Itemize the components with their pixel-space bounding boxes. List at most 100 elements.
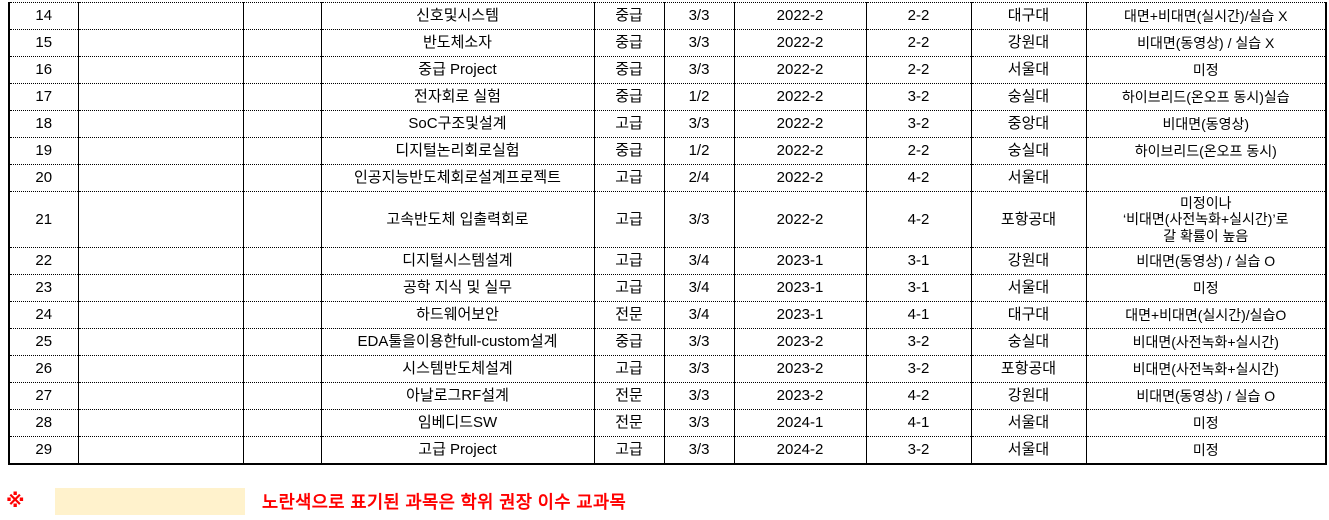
credits-cell: 3/3 xyxy=(663,328,735,356)
semester-cell: 2022-2 xyxy=(733,2,867,30)
grade-semester-cell: 3-2 xyxy=(865,355,972,383)
table-row: 17 전자회로 실험 중급 1/2 2022-2 3-2 숭실대 하이브리드(온오프 동시)실… xyxy=(8,83,1327,111)
semester-cell: 2022-2 xyxy=(733,110,867,138)
blank-cell xyxy=(242,301,322,329)
table-row: 26 시스템반도체설계 고급 3/3 2023-2 3-2 포항공대 비대면(사전녹화+실시간… xyxy=(8,355,1327,383)
blank-cell xyxy=(242,274,322,302)
grade-semester-cell: 4-2 xyxy=(865,191,972,248)
blank-cell xyxy=(242,247,322,275)
row-number-cell: 23 xyxy=(8,274,79,302)
university-cell: 대구대 xyxy=(970,301,1087,329)
format-cell: 대면+비대면(실시간)/실습 X xyxy=(1085,2,1327,30)
course-name-cell: 시스템반도체설계 xyxy=(320,355,595,383)
level-cell: 고급 xyxy=(593,436,665,464)
course-name-cell: 신호및시스템 xyxy=(320,2,595,30)
course-table-body: 14 신호및시스템 중급 3/3 2022-2 2-2 대구대 대면+비대면(실시간)/실습 … xyxy=(8,2,1327,464)
university-cell: 서울대 xyxy=(970,436,1087,464)
course-name-cell: 디지털논리회로실험 xyxy=(320,137,595,165)
credits-cell: 3/3 xyxy=(663,29,735,57)
grade-semester-cell: 3-1 xyxy=(865,274,972,302)
table-row: 16 중급 Project 중급 3/3 2022-2 2-2 서울대 미정 xyxy=(8,56,1327,84)
course-schedule-table: 14 신호및시스템 중급 3/3 2022-2 2-2 대구대 대면+비대면(실시간)/실습 … xyxy=(8,2,1327,465)
level-cell: 고급 xyxy=(593,110,665,138)
table-row: 20 인공지능반도체회로설계프로젝트 고급 2/4 2022-2 4-2 서울대 xyxy=(8,164,1327,192)
grade-semester-cell: 4-2 xyxy=(865,164,972,192)
semester-cell: 2022-2 xyxy=(733,56,867,84)
table-row: 25 EDA툴을이용한full-custom설계 중급 3/3 2023-2 3-2 숭실대… xyxy=(8,328,1327,356)
credits-cell: 1/2 xyxy=(663,83,735,111)
course-name-cell: 공학 지식 및 실무 xyxy=(320,274,595,302)
format-cell: 대면+비대면(실시간)/실습O xyxy=(1085,301,1327,329)
format-cell: 미정 xyxy=(1085,274,1327,302)
table-row: 27 아날로그RF설계 전문 3/3 2023-2 4-2 강원대 비대면(동영상) / 실습… xyxy=(8,382,1327,410)
table-row: 19 디지털논리회로실험 중급 1/2 2022-2 2-2 숭실대 하이브리드(온오프 동시… xyxy=(8,137,1327,165)
footnote-text: 노란색으로 표기된 과목은 학위 권장 이수 교과목 xyxy=(262,492,627,512)
university-cell: 숭실대 xyxy=(970,137,1087,165)
blank-cell xyxy=(77,436,244,464)
table-row: 28 임베디드SW 전문 3/3 2024-1 4-1 서울대 미정 xyxy=(8,409,1327,437)
format-cell: 미정 xyxy=(1085,56,1327,84)
row-number-cell: 26 xyxy=(8,355,79,383)
row-number-cell: 17 xyxy=(8,83,79,111)
semester-cell: 2023-1 xyxy=(733,274,867,302)
credits-cell: 3/3 xyxy=(663,382,735,410)
grade-semester-cell: 2-2 xyxy=(865,137,972,165)
row-number-cell: 21 xyxy=(8,191,79,248)
course-name-cell: EDA툴을이용한full-custom설계 xyxy=(320,328,595,356)
format-cell: 미정 xyxy=(1085,436,1327,464)
table-row: 18 SoC구조및설계 고급 3/3 2022-2 3-2 중앙대 비대면(동영상) xyxy=(8,110,1327,138)
semester-cell: 2023-1 xyxy=(733,301,867,329)
row-number-cell: 18 xyxy=(8,110,79,138)
semester-cell: 2023-2 xyxy=(733,382,867,410)
level-cell: 고급 xyxy=(593,355,665,383)
level-cell: 중급 xyxy=(593,2,665,30)
grade-semester-cell: 3-2 xyxy=(865,110,972,138)
course-name-cell: 아날로그RF설계 xyxy=(320,382,595,410)
grade-semester-cell: 2-2 xyxy=(865,2,972,30)
table-row: 15 반도체소자 중급 3/3 2022-2 2-2 강원대 비대면(동영상) / 실습 X xyxy=(8,29,1327,57)
credits-cell: 3/4 xyxy=(663,247,735,275)
format-cell: 하이브리드(온오프 동시) xyxy=(1085,137,1327,165)
blank-cell xyxy=(77,56,244,84)
blank-cell xyxy=(242,29,322,57)
blank-cell xyxy=(77,382,244,410)
course-name-cell: 반도체소자 xyxy=(320,29,595,57)
semester-cell: 2024-1 xyxy=(733,409,867,437)
format-cell: 비대면(사전녹화+실시간) xyxy=(1085,328,1327,356)
level-cell: 고급 xyxy=(593,164,665,192)
table-row: 21 고속반도체 입출력회로 고급 3/3 2022-2 4-2 포항공대 미정이나 ‘비대면… xyxy=(8,191,1327,248)
format-cell: 비대면(동영상) / 실습 O xyxy=(1085,247,1327,275)
blank-cell xyxy=(242,110,322,138)
format-cell xyxy=(1085,164,1327,192)
blank-cell xyxy=(242,328,322,356)
footnote-marker-icon: ※ xyxy=(6,491,25,512)
format-cell: 미정 xyxy=(1085,409,1327,437)
table-row: 29 고급 Project 고급 3/3 2024-2 3-2 서울대 미정 xyxy=(8,436,1327,464)
row-number-cell: 22 xyxy=(8,247,79,275)
grade-semester-cell: 3-2 xyxy=(865,436,972,464)
blank-cell xyxy=(242,137,322,165)
blank-cell xyxy=(77,274,244,302)
semester-cell: 2022-2 xyxy=(733,29,867,57)
level-cell: 고급 xyxy=(593,191,665,248)
university-cell: 포항공대 xyxy=(970,191,1087,248)
grade-semester-cell: 3-2 xyxy=(865,83,972,111)
university-cell: 중앙대 xyxy=(970,110,1087,138)
blank-cell xyxy=(77,301,244,329)
semester-cell: 2024-2 xyxy=(733,436,867,464)
level-cell: 중급 xyxy=(593,56,665,84)
credits-cell: 3/3 xyxy=(663,2,735,30)
course-name-cell: 고속반도체 입출력회로 xyxy=(320,191,595,248)
format-cell: 비대면(동영상) / 실습 O xyxy=(1085,382,1327,410)
university-cell: 포항공대 xyxy=(970,355,1087,383)
semester-cell: 2023-1 xyxy=(733,247,867,275)
grade-semester-cell: 4-1 xyxy=(865,409,972,437)
level-cell: 중급 xyxy=(593,137,665,165)
row-number-cell: 28 xyxy=(8,409,79,437)
level-cell: 고급 xyxy=(593,274,665,302)
level-cell: 전문 xyxy=(593,382,665,410)
table-row: 14 신호및시스템 중급 3/3 2022-2 2-2 대구대 대면+비대면(실시간)/실습 … xyxy=(8,2,1327,30)
course-name-cell: 중급 Project xyxy=(320,56,595,84)
blank-cell xyxy=(242,382,322,410)
row-number-cell: 25 xyxy=(8,328,79,356)
